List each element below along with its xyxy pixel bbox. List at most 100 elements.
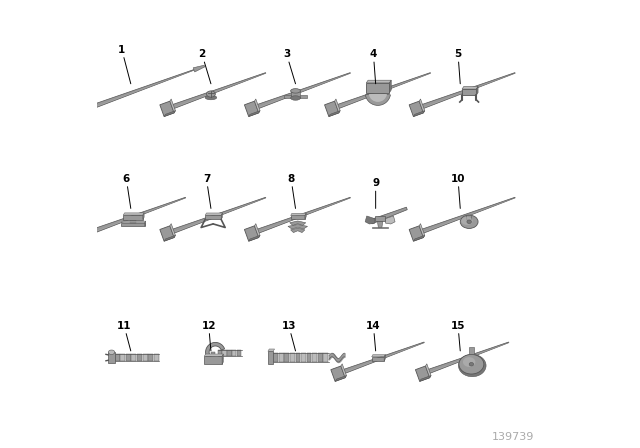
- Polygon shape: [366, 80, 391, 83]
- Bar: [296, 353, 300, 362]
- Text: 10: 10: [451, 174, 465, 208]
- Polygon shape: [204, 354, 223, 356]
- Polygon shape: [324, 101, 339, 116]
- Polygon shape: [467, 215, 472, 220]
- Ellipse shape: [205, 95, 217, 100]
- Ellipse shape: [463, 357, 476, 367]
- Text: 7: 7: [203, 174, 211, 208]
- Polygon shape: [340, 342, 424, 375]
- Wedge shape: [365, 93, 390, 105]
- Polygon shape: [253, 197, 351, 235]
- Bar: [223, 350, 227, 356]
- Polygon shape: [244, 101, 259, 116]
- Polygon shape: [193, 65, 205, 72]
- Bar: [307, 353, 312, 362]
- Text: 13: 13: [282, 321, 296, 351]
- Text: 8: 8: [287, 174, 296, 208]
- Polygon shape: [90, 224, 95, 237]
- Text: 15: 15: [451, 321, 465, 351]
- Polygon shape: [143, 213, 144, 220]
- Polygon shape: [419, 99, 425, 113]
- Polygon shape: [419, 224, 425, 237]
- Polygon shape: [205, 213, 223, 215]
- Text: 11: 11: [117, 321, 131, 351]
- Text: 2: 2: [198, 49, 211, 84]
- Polygon shape: [420, 375, 431, 381]
- Text: 1: 1: [118, 45, 131, 84]
- Wedge shape: [369, 93, 387, 102]
- Polygon shape: [291, 215, 305, 219]
- Bar: [237, 350, 241, 356]
- Bar: [143, 354, 148, 361]
- Polygon shape: [305, 213, 306, 219]
- Polygon shape: [81, 102, 87, 116]
- Text: 6: 6: [123, 174, 131, 208]
- Polygon shape: [169, 197, 266, 235]
- Bar: [227, 350, 232, 356]
- Ellipse shape: [291, 96, 300, 100]
- Polygon shape: [335, 99, 340, 113]
- Bar: [137, 354, 142, 361]
- Polygon shape: [124, 215, 143, 220]
- Polygon shape: [249, 235, 260, 241]
- Bar: [323, 353, 328, 362]
- Ellipse shape: [108, 350, 115, 354]
- Polygon shape: [145, 221, 146, 226]
- Polygon shape: [291, 213, 306, 215]
- Polygon shape: [288, 224, 308, 229]
- Polygon shape: [291, 228, 305, 233]
- Polygon shape: [88, 197, 186, 235]
- Text: 12: 12: [202, 321, 216, 351]
- Polygon shape: [170, 99, 175, 113]
- Polygon shape: [221, 213, 223, 220]
- Text: 9: 9: [372, 178, 380, 208]
- Polygon shape: [169, 73, 266, 110]
- Polygon shape: [108, 352, 115, 363]
- Polygon shape: [80, 69, 194, 113]
- Polygon shape: [80, 226, 94, 241]
- Polygon shape: [462, 86, 478, 89]
- Bar: [154, 354, 159, 361]
- Polygon shape: [71, 104, 86, 120]
- Bar: [115, 354, 120, 361]
- Polygon shape: [418, 73, 515, 110]
- Polygon shape: [333, 73, 431, 110]
- Text: 3: 3: [283, 49, 296, 84]
- Polygon shape: [385, 216, 395, 224]
- Bar: [131, 220, 136, 223]
- Polygon shape: [291, 91, 300, 98]
- Ellipse shape: [458, 354, 486, 377]
- Text: 139739: 139739: [492, 432, 534, 442]
- Wedge shape: [205, 342, 225, 362]
- Text: 4: 4: [370, 49, 377, 84]
- Polygon shape: [164, 111, 175, 116]
- Bar: [218, 350, 222, 356]
- Polygon shape: [84, 235, 95, 241]
- Polygon shape: [290, 221, 306, 225]
- Polygon shape: [409, 101, 424, 116]
- Polygon shape: [365, 216, 375, 224]
- Polygon shape: [121, 221, 146, 223]
- Polygon shape: [372, 354, 385, 357]
- Polygon shape: [426, 364, 431, 378]
- Polygon shape: [371, 207, 407, 224]
- Ellipse shape: [291, 89, 300, 93]
- Bar: [120, 354, 125, 361]
- Polygon shape: [255, 224, 260, 237]
- Polygon shape: [170, 224, 175, 237]
- Bar: [312, 353, 317, 362]
- Polygon shape: [375, 215, 385, 221]
- Polygon shape: [205, 215, 221, 220]
- Polygon shape: [124, 213, 144, 215]
- Polygon shape: [160, 101, 174, 116]
- Polygon shape: [462, 89, 476, 95]
- Polygon shape: [76, 114, 87, 120]
- Polygon shape: [409, 226, 424, 241]
- Bar: [290, 353, 294, 362]
- Bar: [126, 354, 131, 361]
- Polygon shape: [249, 111, 260, 116]
- Polygon shape: [372, 227, 388, 228]
- Polygon shape: [372, 357, 384, 361]
- Ellipse shape: [461, 217, 473, 225]
- Bar: [318, 353, 323, 362]
